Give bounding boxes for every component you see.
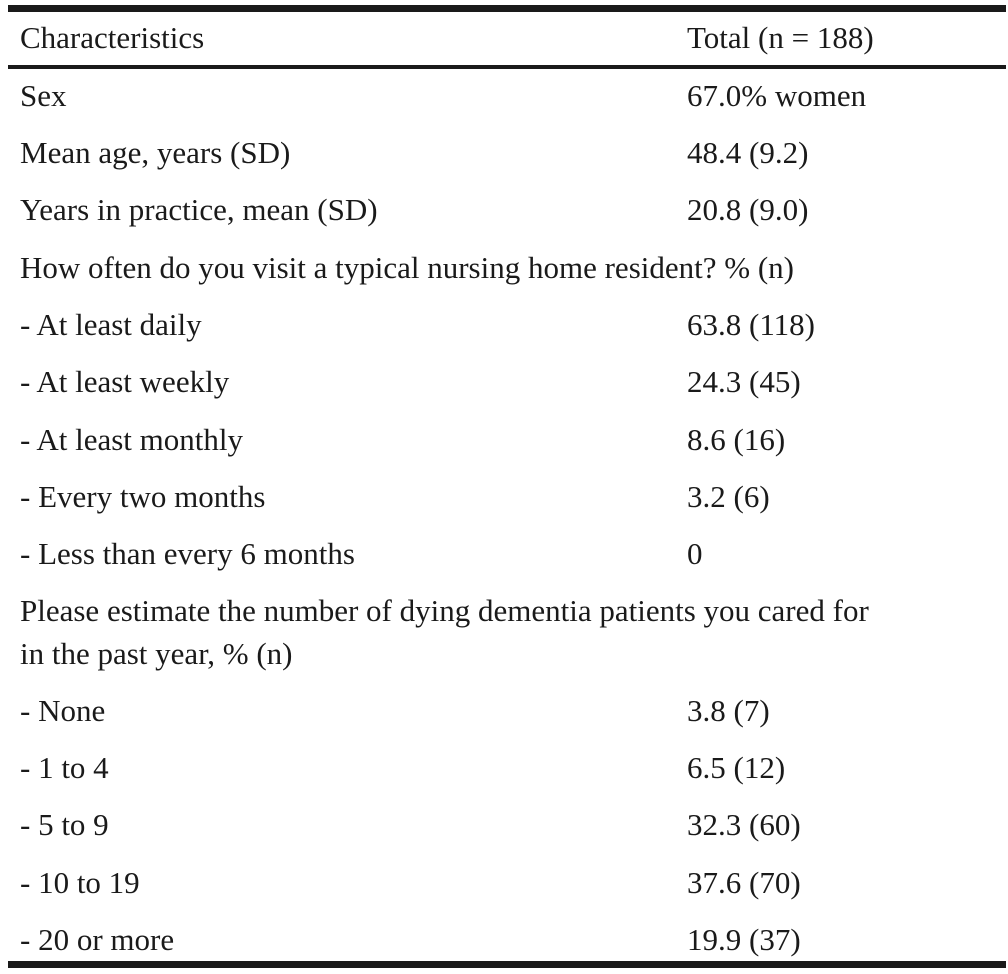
row-value: 0 <box>687 536 703 571</box>
row-value: 48.4 (9.2) <box>687 135 809 170</box>
row-label: - At least monthly <box>20 422 244 457</box>
row-value: 6.5 (12) <box>687 750 786 785</box>
row-label: - 10 to 19 <box>20 865 140 900</box>
row-label: - 5 to 9 <box>20 807 109 842</box>
table-bottom-rule <box>8 961 1006 968</box>
table-top-rule <box>8 5 1006 12</box>
section-label: in the past year, % (n) <box>20 636 293 671</box>
row-label: - Less than every 6 months <box>20 536 355 571</box>
section-label: Please estimate the number of dying deme… <box>20 593 869 628</box>
row-value: 67.0% women <box>687 78 867 113</box>
row-label: - 1 to 4 <box>20 750 109 785</box>
row-value: 20.8 (9.0) <box>687 192 809 227</box>
row-value: 8.6 (16) <box>687 422 786 457</box>
row-label: Sex <box>20 78 67 113</box>
row-label: - None <box>20 693 106 728</box>
row-label: - Every two months <box>20 479 266 514</box>
row-label: - At least weekly <box>20 364 230 399</box>
row-value: 19.9 (37) <box>687 922 801 957</box>
row-label: Years in practice, mean (SD) <box>20 192 378 227</box>
table-header-rule <box>8 65 1006 69</box>
row-value: 3.2 (6) <box>687 479 770 514</box>
row-label: - 20 or more <box>20 922 175 957</box>
header-characteristics: Characteristics <box>20 20 205 55</box>
header-total: Total (n = 188) <box>687 20 874 55</box>
row-value: 37.6 (70) <box>687 865 801 900</box>
row-value: 32.3 (60) <box>687 807 801 842</box>
row-value: 3.8 (7) <box>687 693 770 728</box>
row-label: - At least daily <box>20 307 202 342</box>
section-label: How often do you visit a typical nursing… <box>20 250 794 285</box>
row-label: Mean age, years (SD) <box>20 135 291 170</box>
row-value: 63.8 (118) <box>687 307 815 342</box>
row-value: 24.3 (45) <box>687 364 801 399</box>
